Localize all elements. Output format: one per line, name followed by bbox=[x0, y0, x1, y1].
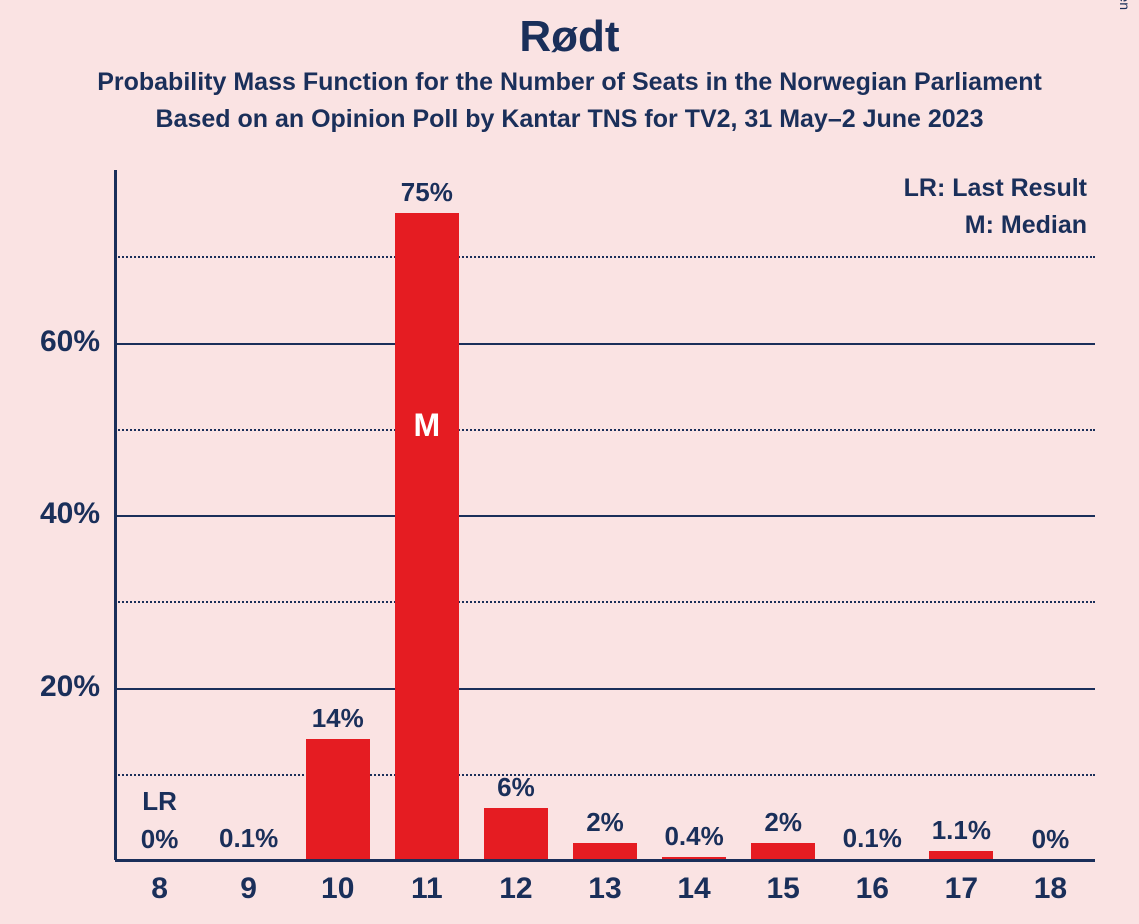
x-axis-label: 17 bbox=[917, 872, 1006, 906]
x-axis-label: 11 bbox=[382, 872, 471, 906]
bar-value-label: 0.1% bbox=[828, 823, 917, 854]
legend-median: M: Median bbox=[965, 211, 1087, 240]
x-axis bbox=[115, 859, 1095, 862]
x-axis-label: 14 bbox=[650, 872, 739, 906]
bar-value-label: 2% bbox=[739, 807, 828, 838]
gridline-major bbox=[115, 515, 1095, 517]
y-axis-label: 60% bbox=[0, 325, 100, 359]
gridline-minor bbox=[115, 429, 1095, 431]
gridline-major bbox=[115, 343, 1095, 345]
x-axis-label: 10 bbox=[293, 872, 382, 906]
chart-plot-area: 20%40%60%0%LR80.1%914%1075%M116%122%130.… bbox=[0, 0, 1139, 924]
bar-value-label: 0.4% bbox=[650, 821, 739, 852]
y-axis-label: 40% bbox=[0, 497, 100, 531]
gridline-minor bbox=[115, 256, 1095, 258]
x-axis-label: 8 bbox=[115, 872, 204, 906]
gridline-minor bbox=[115, 601, 1095, 603]
bar-value-label: 6% bbox=[471, 772, 560, 803]
bar-value-label: 14% bbox=[293, 703, 382, 734]
bar bbox=[751, 843, 815, 860]
bar bbox=[484, 808, 548, 860]
bar bbox=[306, 739, 370, 860]
x-axis-label: 18 bbox=[1006, 872, 1095, 906]
last-result-label: LR bbox=[115, 786, 204, 817]
bar-value-label: 0% bbox=[115, 824, 204, 855]
copyright-text: © 2025 Filip van Laenen bbox=[1117, 0, 1133, 10]
bar-value-label: 0% bbox=[1006, 824, 1095, 855]
bar-value-label: 2% bbox=[560, 807, 649, 838]
x-axis-label: 9 bbox=[204, 872, 293, 906]
bar bbox=[395, 213, 459, 860]
x-axis-label: 12 bbox=[471, 872, 560, 906]
x-axis-label: 15 bbox=[739, 872, 828, 906]
y-axis-label: 20% bbox=[0, 670, 100, 704]
bar-value-label: 75% bbox=[382, 177, 471, 208]
bar bbox=[573, 843, 637, 860]
gridline-major bbox=[115, 688, 1095, 690]
y-axis bbox=[114, 170, 117, 860]
x-axis-label: 16 bbox=[828, 872, 917, 906]
bar-value-label: 1.1% bbox=[917, 815, 1006, 846]
bar-value-label: 0.1% bbox=[204, 823, 293, 854]
legend-lr: LR: Last Result bbox=[904, 174, 1087, 203]
gridline-minor bbox=[115, 774, 1095, 776]
x-axis-label: 13 bbox=[560, 872, 649, 906]
median-label: M bbox=[395, 407, 459, 444]
